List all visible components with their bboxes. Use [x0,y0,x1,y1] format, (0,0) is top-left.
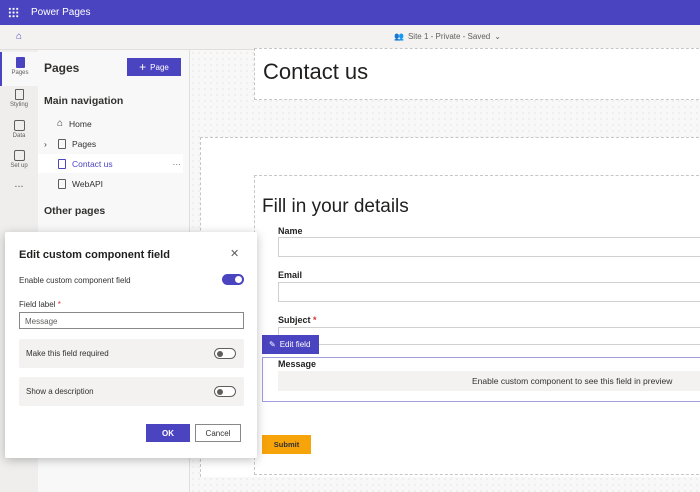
other-pages-heading: Other pages [44,205,106,217]
home-icon[interactable]: ⌂ [16,31,23,42]
setup-icon [13,150,25,161]
more-icon[interactable]: ... [14,178,24,190]
site-status-dropdown[interactable]: 👥 Site 1 - Private - Saved ⌄ [394,32,501,41]
nav-item-home[interactable]: ⌂ Home [57,118,92,129]
home-icon: ⌂ [57,118,64,129]
field-label-input[interactable]: Message [19,312,244,329]
page-icon [58,178,66,189]
close-icon[interactable]: ✕ [230,248,240,260]
pencil-icon: ✎ [269,340,276,349]
page-icon [58,158,66,169]
page-icon [58,138,66,149]
description-label: Show a description [26,387,94,396]
heading-section: Contact us [254,48,700,100]
pages-icon [15,57,25,68]
form-section [254,175,700,475]
site-users-icon: 👥 [394,32,404,41]
description-toggle[interactable] [214,386,236,397]
plus-icon: + [139,60,147,74]
subject-label: Subject * [278,315,317,325]
required-toggle[interactable] [214,348,236,359]
nav-item-contact-us[interactable]: Contact us ··· [38,154,183,173]
ok-button[interactable]: OK [146,424,190,442]
edit-field-button[interactable]: ✎ Edit field [262,335,319,354]
dialog-title: Edit custom component field [19,249,170,261]
rail-item-pages[interactable]: Pages [0,52,38,86]
add-page-button[interactable]: + Page [127,58,181,76]
panel-title: Pages [44,61,80,75]
top-bar: Power Pages [0,0,700,25]
site-status: Site 1 - Private - Saved [407,32,491,41]
email-input[interactable] [278,282,700,302]
rail-item-styling[interactable]: Styling [0,84,38,118]
enable-label: Enable custom component field [19,276,131,285]
field-label-caption: Field label * [19,300,61,309]
nav-item-webapi[interactable]: WebAPI [38,174,183,193]
app-title: Power Pages [31,7,91,18]
more-options-icon[interactable]: ··· [172,158,182,169]
chevron-right-icon[interactable]: › [44,138,47,149]
table-icon [13,120,25,131]
main-nav-heading: Main navigation [44,95,124,107]
enable-toggle[interactable] [222,274,244,285]
message-label: Message [278,359,317,369]
email-label: Email [278,270,303,280]
command-bar: ⌂ 👥 Site 1 - Private - Saved ⌄ [0,25,700,50]
form-title: Fill in your details [262,196,409,217]
required-label: Make this field required [26,349,109,358]
name-label: Name [278,226,303,236]
edit-custom-component-dialog: Edit custom component field ✕ Enable cus… [5,232,257,458]
page-heading: Contact us [263,59,369,84]
nav-item-pages[interactable]: › Pages [44,138,97,149]
rail-item-setup[interactable]: Set up [0,145,38,179]
subject-input[interactable] [278,327,700,345]
message-preview: Enable custom component to see this fiel… [278,371,700,391]
rail-item-data[interactable]: Data [0,115,38,149]
cancel-button[interactable]: Cancel [195,424,241,442]
brush-icon [14,89,24,100]
description-row: Show a description [19,377,244,406]
name-input[interactable] [278,237,700,257]
required-row: Make this field required [19,339,244,368]
app-launcher-icon[interactable] [8,7,19,18]
submit-button[interactable]: Submit [262,435,311,454]
chevron-down-icon: ⌄ [494,32,501,41]
